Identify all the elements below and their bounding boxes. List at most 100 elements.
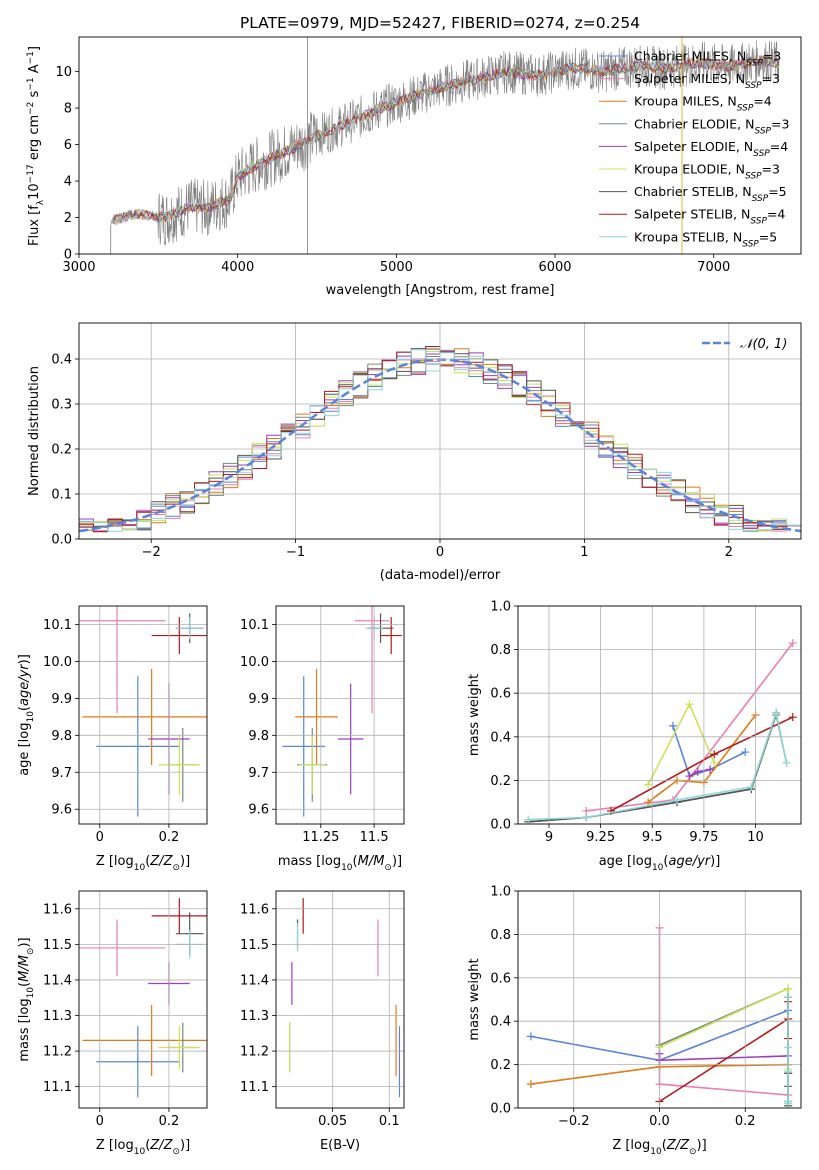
x-tick-label: −0.2 <box>558 1114 590 1129</box>
y-tick-label: 9.9 <box>51 692 72 707</box>
y-axis-label: age [log10(age/yr)] <box>17 654 36 776</box>
y-tick-label: 9.7 <box>51 766 72 781</box>
axes-frame <box>517 890 802 1109</box>
model-spectrum-chabrier-stelib <box>112 54 780 224</box>
chart-weight_vs_age: 9 9.25 9.5 9.75 10 0.0 0.2 0.4 0.6 0.8 1.0 age [log… <box>467 600 802 873</box>
plot-area-weight_vs_age <box>524 639 797 824</box>
chart-spectrum: 3000 4000 5000 6000 7000 0 2 4 6 8 10 wavelength [A… <box>26 36 802 298</box>
x-tick-label: 11.5 <box>360 830 389 845</box>
x-axis-label: wavelength [Angstrom, rest frame] <box>326 283 555 298</box>
legend: 𝒩(0, 1) <box>702 337 787 352</box>
y-tick-label: 0.8 <box>490 928 511 943</box>
y-tick-label: 10.1 <box>240 618 269 633</box>
y-tick-label: 0.0 <box>51 533 72 548</box>
grid-age_vs_mass <box>276 606 404 824</box>
legend-label: 𝒩(0, 1) <box>740 337 787 352</box>
x-axis-label: mass [log10(M/M⊙)] <box>278 854 402 873</box>
y-tick-label: 11.4 <box>240 973 269 988</box>
y-tick-label: 10.0 <box>240 655 269 670</box>
weight-marker <box>644 780 653 789</box>
axes-frame <box>78 890 208 1109</box>
x-tick-label: 9.25 <box>586 830 615 845</box>
y-tick-label: 0.1 <box>51 488 72 503</box>
y-tick-label: 0.4 <box>490 1015 511 1030</box>
y-tick-label: 11.3 <box>43 1009 72 1024</box>
y-tick-label: 11.6 <box>43 902 72 917</box>
legend-label: Kroupa MILES, NSSP=4 <box>634 94 772 114</box>
y-tick-label: 11.5 <box>43 938 72 953</box>
weight-marker <box>784 984 793 993</box>
y-axis-label: mass weight <box>467 674 482 756</box>
grid-mass_vs_Z <box>79 891 207 1108</box>
x-tick-label: 0.05 <box>318 1114 347 1129</box>
weight-line-salpeter-miles <box>658 927 789 1096</box>
y-tick-label: 0.0 <box>490 818 511 833</box>
y-tick-label: 10.0 <box>43 655 72 670</box>
x-tick-label: −1 <box>286 545 305 560</box>
y-tick-label: 9.8 <box>248 729 269 744</box>
weight-marker <box>524 815 533 824</box>
weight-marker <box>788 639 797 648</box>
y-tick-label: 0.2 <box>490 1058 511 1073</box>
grid-weight_vs_Z <box>518 890 801 1109</box>
y-tick-label: 9.9 <box>248 692 269 707</box>
y-tick-label: 9.8 <box>51 729 72 744</box>
x-tick-label: 7000 <box>697 260 730 275</box>
legend-label: Salpeter STELIB, NSSP=4 <box>634 207 785 227</box>
legend-label: Chabrier MILES, NSSP=3 <box>634 49 781 69</box>
x-tick-label: 11.25 <box>302 830 339 845</box>
weight-marker <box>788 713 797 722</box>
legend-label: Kroupa ELODIE, NSSP=3 <box>634 162 780 182</box>
plot-area-mass_vs_Z <box>79 898 207 1098</box>
weight-marker <box>693 767 702 776</box>
chart-age_vs_mass: 11.25 11.5 9.6 9.7 9.8 9.9 10.0 10.1 mass [log10… <box>240 605 405 873</box>
x-tick-label: 9 <box>545 830 553 845</box>
y-tick-label: 1.0 <box>490 885 511 900</box>
weight-marker <box>685 772 694 781</box>
weight-line-chabrier-miles <box>672 725 746 778</box>
x-tick-label: 4000 <box>221 260 254 275</box>
weight-line-kroupa-stelib <box>528 709 788 821</box>
x-axis-label: (data-model)/error <box>380 568 501 583</box>
x-tick-label: 6000 <box>538 260 571 275</box>
weight-marker <box>747 782 756 791</box>
y-tick-label: 11.2 <box>240 1045 269 1060</box>
weight-marker <box>772 708 781 717</box>
grid-age_vs_Z <box>79 606 207 824</box>
y-tick-label: 0.3 <box>51 398 72 413</box>
y-axis-label: mass [log10(M/M⊙)] <box>17 937 36 1061</box>
y-tick-label: 0.8 <box>490 643 511 658</box>
plot-area-spectrum <box>110 37 781 254</box>
axes-frame <box>517 605 802 825</box>
y-tick-label: 11.1 <box>43 1080 72 1095</box>
x-tick-label: 1 <box>580 545 588 560</box>
x-tick-label: 0.2 <box>735 1114 756 1129</box>
x-tick-label: 0 <box>96 830 104 845</box>
figure-title: PLATE=0979, MJD=52427, FIBERID=0274, z=0… <box>240 14 640 32</box>
y-tick-label: 0.6 <box>490 971 511 986</box>
y-tick-label: 9.6 <box>51 803 72 818</box>
legend-label: Chabrier STELIB, NSSP=5 <box>634 184 787 204</box>
y-tick-label: 6 <box>64 138 72 153</box>
plot-area-age_vs_Z <box>79 606 207 817</box>
weight-line-salpeter-miles <box>586 642 794 812</box>
y-tick-label: 1.0 <box>490 600 511 615</box>
x-tick-label: −2 <box>142 545 161 560</box>
weight-marker <box>668 721 677 730</box>
y-tick-label: 0.4 <box>51 353 72 368</box>
y-tick-label: 0.0 <box>490 1102 511 1117</box>
model-spectrum-kroupa-stelib <box>111 56 780 225</box>
observed-spectrum <box>110 39 781 246</box>
weight-marker <box>710 758 719 767</box>
y-tick-label: 11.2 <box>43 1045 72 1060</box>
y-axis-label: mass weight <box>467 958 482 1040</box>
chart-age_vs_Z: 0 0.2 9.6 9.7 9.8 9.9 10.0 10.1 Z [log10(Z/Z⊙)] a… <box>17 605 208 873</box>
x-tick-label: 0 <box>436 545 444 560</box>
weight-marker <box>673 796 682 805</box>
y-tick-label: 0.2 <box>490 774 511 789</box>
weight-marker <box>784 1067 793 1076</box>
chart-weight_vs_Z: −0.2 0.0 0.2 0.0 0.2 0.4 0.6 0.8 1.0 Z [log10(Z/Z… <box>467 885 802 1157</box>
y-tick-label: 8 <box>64 102 72 117</box>
